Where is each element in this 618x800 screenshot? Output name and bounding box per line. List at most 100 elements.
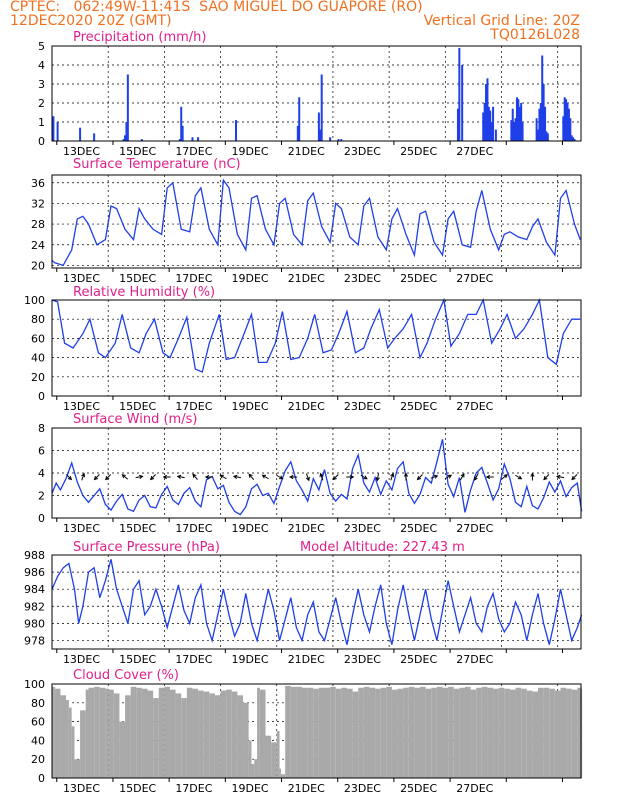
wind-arrow-shaft [122, 474, 129, 480]
y-tick-label: 0 [38, 135, 45, 148]
precip-bar [56, 122, 59, 141]
cloud-bar [307, 687, 314, 778]
wind-arrow [121, 474, 129, 480]
wind-arrow-head [416, 475, 422, 481]
precip-bar [319, 129, 322, 141]
panel-frame [51, 299, 582, 397]
y-tick-label: 986 [24, 566, 45, 579]
cloud-bar [335, 688, 342, 778]
wind-arrow-head [556, 474, 561, 479]
panel-5: 978 980 982 984 986 988 13DEC 15DEC 17DEC 19DEC 21… [24, 540, 583, 666]
y-tick-label: 2 [38, 490, 45, 503]
cloud-bar [414, 687, 421, 778]
precip-bar [52, 116, 55, 141]
wind-arrow-head [204, 474, 210, 480]
precip-bar [565, 99, 568, 141]
wind-arrow [403, 472, 409, 481]
cloud-bar [108, 689, 114, 778]
cloud-bar [509, 689, 516, 778]
wind-arrow-head [219, 474, 224, 479]
panel-2: 20 24 28 32 36 13DEC 15DEC 17DEC 19DEC 21DEC 23DEC… [31, 157, 582, 285]
cloud-bar [493, 688, 499, 778]
cloud-bar [136, 687, 142, 778]
x-tick-label: 19DEC [232, 145, 269, 158]
precip-bar [537, 129, 540, 141]
y-tick-label: 80 [31, 697, 45, 710]
wind-arrow-shaft [543, 474, 550, 480]
cloud-bar [130, 686, 137, 778]
cloud-bar [181, 698, 187, 778]
cloud-bar [214, 695, 221, 778]
precip-bar [535, 118, 538, 141]
cloud-bar [375, 688, 381, 778]
wind-arrow-shaft [66, 474, 72, 480]
x-tick-label: 15DEC [119, 272, 156, 285]
cloud-bar [330, 686, 336, 778]
cloud-bar [453, 688, 460, 778]
wind-arrow-head [81, 472, 86, 478]
cloud-bar [391, 689, 398, 778]
precip-bar [296, 125, 299, 141]
x-tick-label: 17DEC [175, 522, 212, 535]
header-grid-note: Vertical Grid Line: 20Z [423, 13, 580, 29]
x-tick-label: 27DEC [456, 653, 493, 666]
x-tick-label: 19DEC [232, 782, 269, 795]
cloud-bar [105, 688, 109, 778]
cloud-bar [436, 686, 443, 778]
cloud-bar [220, 690, 227, 778]
cloud-bar [265, 735, 272, 778]
x-tick-label: 25DEC [400, 653, 437, 666]
precip-bar [510, 120, 513, 141]
wind-arrow [289, 474, 298, 480]
cloud-bar [352, 691, 359, 778]
y-tick-label: 978 [24, 634, 45, 647]
cloud-bar [74, 759, 81, 778]
wind-arrow [571, 474, 578, 481]
precip-bar [494, 129, 497, 141]
x-tick-label: 23DEC [344, 400, 381, 413]
precip-bar [340, 139, 343, 141]
x-tick-label: 25DEC [400, 522, 437, 535]
wind-arrow-head [67, 475, 73, 481]
precip-bar [517, 99, 520, 141]
wind-arrow [162, 474, 171, 480]
precip-bar [570, 135, 573, 141]
wind-arrow-shaft [81, 473, 85, 481]
wind-arrow-shaft [177, 475, 185, 479]
precip-bar [538, 108, 541, 141]
wind-arrow-head [139, 474, 144, 479]
panel-3: 0 20 40 60 80 100 13DEC 15DEC 17DEC 19DEC 21DEC 23D… [24, 285, 582, 413]
cloud-bar [113, 693, 120, 778]
wind-arrow-head [349, 474, 355, 480]
wind-arrow [319, 472, 324, 481]
y-tick-label: 982 [24, 600, 45, 613]
wind-arrow-shaft [571, 474, 578, 480]
cloud-bar [532, 691, 539, 778]
panel-title: Surface Wind (m/s) [73, 412, 197, 427]
precip-bar [329, 137, 332, 141]
wind-arrow [204, 474, 213, 480]
panel-6: 0 20 40 60 80 100 13DEC 15DEC 17DEC 19DEC 21DEC 23D… [24, 668, 583, 795]
cloud-bar [397, 688, 404, 778]
header-run-date: 12DEC2020 20Z (GMT) [10, 13, 172, 29]
wind-arrow-shaft [94, 474, 100, 480]
wind-arrow-shaft [515, 474, 522, 480]
cloud-bar [251, 763, 255, 778]
cloud-bar [276, 731, 280, 778]
cloud-bar [71, 726, 75, 778]
y-tick-label: 20 [31, 371, 45, 384]
y-tick-label: 28 [31, 218, 45, 231]
y-tick-label: 20 [31, 753, 45, 766]
wind-arrow-shaft [376, 473, 379, 481]
precip-bar [317, 112, 320, 141]
cloud-bar [403, 687, 409, 778]
header-line1: CPTEC: 062:49W-11:41S SAO MIGUEL DO GUAP… [10, 0, 423, 15]
wind-arrow-head [104, 475, 110, 481]
precip-bar [511, 108, 514, 141]
wind-arrow [261, 474, 269, 480]
cloud-bar [52, 686, 55, 778]
wind-arrow [219, 474, 227, 480]
wind-arrow-shaft [276, 474, 283, 480]
cloud-bar [254, 759, 258, 778]
x-tick-label: 13DEC [63, 272, 100, 285]
